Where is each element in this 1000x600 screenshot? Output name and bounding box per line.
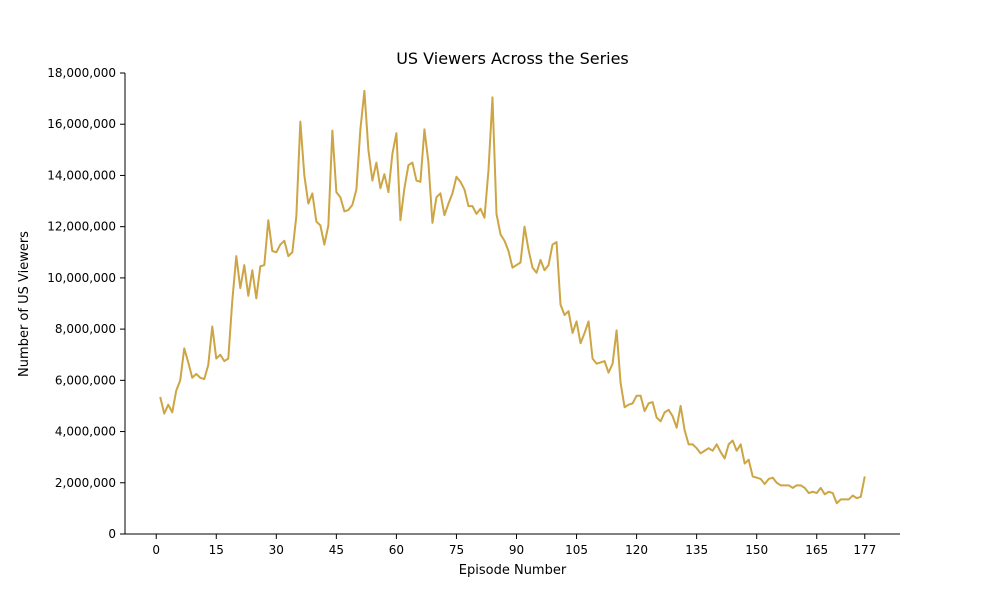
x-axis-label: Episode Number: [459, 563, 567, 578]
x-tick-label: 177: [853, 543, 876, 557]
x-tick-label: 105: [565, 543, 588, 557]
y-tick-label: 8,000,000: [55, 322, 116, 336]
x-tick-label: 90: [509, 543, 524, 557]
x-tick-label: 0: [152, 543, 160, 557]
x-tick-label: 15: [209, 543, 224, 557]
y-tick-label: 4,000,000: [55, 425, 116, 439]
y-tick-label: 0: [108, 527, 116, 541]
x-tick-label: 60: [389, 543, 404, 557]
y-tick-label: 6,000,000: [55, 373, 116, 387]
y-tick-label: 10,000,000: [47, 271, 116, 285]
y-tick-label: 2,000,000: [55, 476, 116, 490]
x-tick-label: 165: [805, 543, 828, 557]
viewers-series-line: [159, 89, 866, 505]
x-tick-label: 45: [329, 543, 344, 557]
y-tick-label: 18,000,000: [47, 66, 116, 80]
x-tick-label: 135: [685, 543, 708, 557]
x-tick-label: 75: [449, 543, 464, 557]
x-tick-label: 150: [745, 543, 768, 557]
x-tick-label: 120: [625, 543, 648, 557]
x-tick-label: 30: [269, 543, 284, 557]
y-tick-label: 14,000,000: [47, 168, 116, 182]
y-tick-label: 16,000,000: [47, 117, 116, 131]
y-axis-ticks: 0 2,000,000 4,000,000 6,000,000 8,000,000 10,…: [47, 66, 125, 541]
chart-title: US Viewers Across the Series: [396, 49, 629, 68]
y-tick-label: 12,000,000: [47, 220, 116, 234]
y-axis-label: Number of US Viewers: [17, 231, 32, 377]
x-axis-ticks: 0 15 30 45 60 75 90 105 120 135 150 165 177: [152, 534, 876, 557]
